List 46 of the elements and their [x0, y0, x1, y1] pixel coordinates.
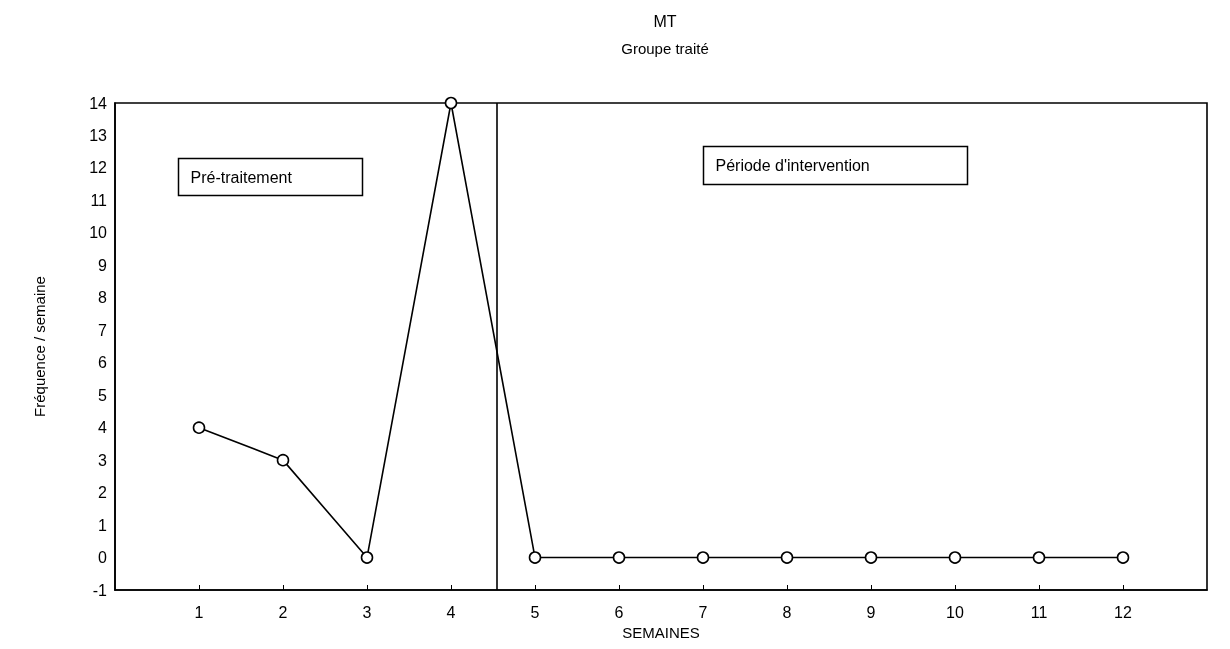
annotation: Pré-traitement: [190, 168, 293, 186]
y-tick-label: 12: [89, 159, 108, 177]
x-tick-label: 8: [782, 603, 792, 621]
y-tick-label: 0: [98, 549, 108, 567]
x-tick-label: 1: [194, 603, 204, 621]
point: [696, 551, 710, 564]
y-tick-label: 3: [98, 451, 108, 469]
point: [948, 551, 962, 564]
y-tick-label: 7: [98, 321, 108, 339]
chart-title: MT: [653, 12, 677, 30]
x-tick-label: 2: [278, 603, 288, 621]
x-tick-label: 9: [866, 603, 876, 621]
y-tick-label: -1: [92, 581, 108, 599]
y-tick-label: 1: [98, 516, 108, 534]
y-tick-label: 2: [98, 484, 108, 502]
x-tick-label: 5: [530, 603, 540, 621]
point: [276, 453, 290, 467]
point: [444, 96, 458, 110]
point: [360, 551, 374, 564]
point: [528, 551, 542, 564]
point: [612, 551, 626, 564]
x-tick-label: 3: [362, 603, 372, 621]
point: [864, 551, 878, 564]
point: [1116, 551, 1130, 564]
point: [1032, 551, 1046, 564]
y-tick-label: 5: [98, 386, 108, 404]
y-tick-label: 6: [98, 354, 108, 372]
x-tick-label: 12: [1114, 603, 1132, 621]
y-tick-label: 13: [89, 126, 108, 144]
point: [780, 551, 794, 564]
y-tick-label: 8: [98, 289, 108, 307]
y-tick-label: 10: [89, 224, 108, 242]
x-tick-label: 6: [614, 603, 624, 621]
y-tick-label: 4: [98, 419, 108, 437]
chart-subtitle: Groupe traité: [621, 40, 709, 57]
x-axis-title: SEMAINES: [622, 623, 700, 641]
annotation: Période d'intervention: [715, 157, 870, 174]
y-axis-title: Fréquence / semaine: [31, 276, 48, 417]
x-tick-label: 11: [1030, 603, 1048, 621]
x-tick-label: 4: [446, 603, 456, 621]
y-tick-label: 11: [90, 191, 108, 209]
y-tick-label: 14: [89, 94, 108, 112]
y-tick-label: 9: [98, 256, 108, 274]
point: [192, 421, 206, 434]
x-tick-label: 10: [946, 603, 964, 621]
x-tick-label: 7: [698, 603, 708, 621]
